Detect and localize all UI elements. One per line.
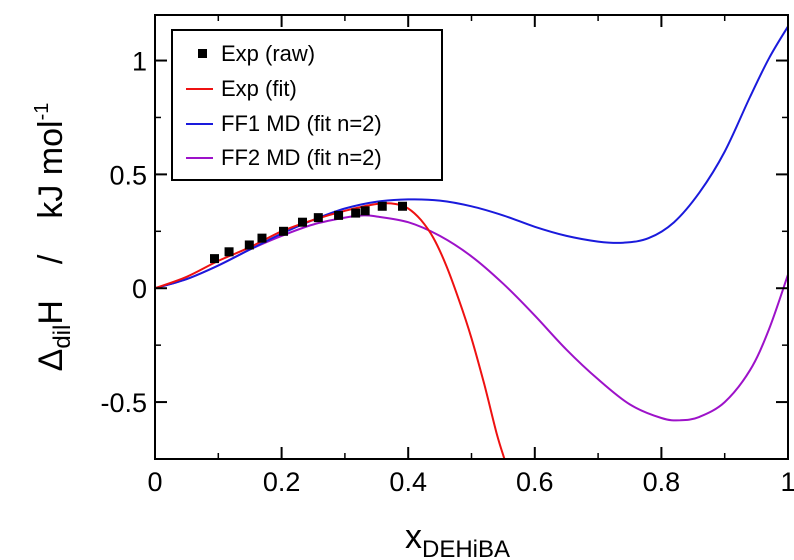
legend: Exp (raw) Exp (fit) FF1 MD (fit n=2) FF2… [171,29,443,181]
y-axis-label-unit-sup: -1 [31,103,53,121]
x-tick-label: 1 [780,467,794,497]
y-tick-label: 0.5 [109,160,147,190]
y-axis-label-delta-sub: dil [49,325,76,349]
data-point-exp-raw [297,217,307,227]
legend-entry-ff1: FF1 MD (fit n=2) [186,111,382,136]
x-axis-label-sub: DEHiBA [422,536,510,560]
data-point-exp-raw [313,213,323,223]
plot-frame [154,14,789,460]
legend-label-ff2: FF2 MD (fit n=2) [221,145,382,170]
legend-marker-exp-raw [198,49,207,58]
x-tick-label: 0.4 [389,467,427,497]
y-axis-label-slash: / [32,254,70,264]
x-axis-label-main: x [405,518,422,556]
series-line-ff1-md-fit-n-2 [155,25,788,290]
data-point-exp-raw [210,254,220,264]
legend-label-exp-fit: Exp (fit) [221,76,297,101]
x-tick-label: 0.2 [263,467,301,497]
data-point-exp-raw [398,201,408,211]
x-tick-label: 0 [147,467,162,497]
y-axis-label-delta: Δ [32,349,70,372]
legend-box [171,29,443,181]
series-line-ff2-md-fit-n-2 [155,214,788,422]
legend-entry-ff2: FF2 MD (fit n=2) [186,145,382,170]
series-layer [155,25,788,459]
data-point-exp-raw [360,206,370,216]
data-point-exp-raw [351,208,361,218]
legend-entry-exp-raw: Exp (raw) [198,41,315,66]
x-tick-label: 0.8 [643,467,681,497]
y-axis-label: ΔdilH / kJ mol-1 [31,103,76,372]
y-axis-label-main: H [32,300,70,325]
y-tick-label: 1 [132,47,147,77]
data-point-exp-raw [244,240,254,250]
data-point-exp-raw [257,233,267,243]
series-line-exp-fit [155,202,506,459]
data-point-exp-raw [334,210,344,220]
axes-layer: 0 0.2 0.4 0.6 0.8 1 -0.5 0 0.5 1 [100,15,794,497]
y-axis-label-unit: kJ mol [32,120,70,218]
legend-label-exp-raw: Exp (raw) [221,41,315,66]
data-point-exp-raw [224,247,234,257]
data-point-exp-raw [377,201,387,211]
y-tick-label: 0 [132,274,147,304]
x-tick-label: 0.6 [516,467,554,497]
x-axis-label: xDEHiBA [405,518,510,560]
data-point-exp-raw [278,226,288,236]
y-tick-label: -0.5 [100,388,147,418]
legend-entry-exp-fit: Exp (fit) [186,76,297,101]
legend-label-ff1: FF1 MD (fit n=2) [221,111,382,136]
